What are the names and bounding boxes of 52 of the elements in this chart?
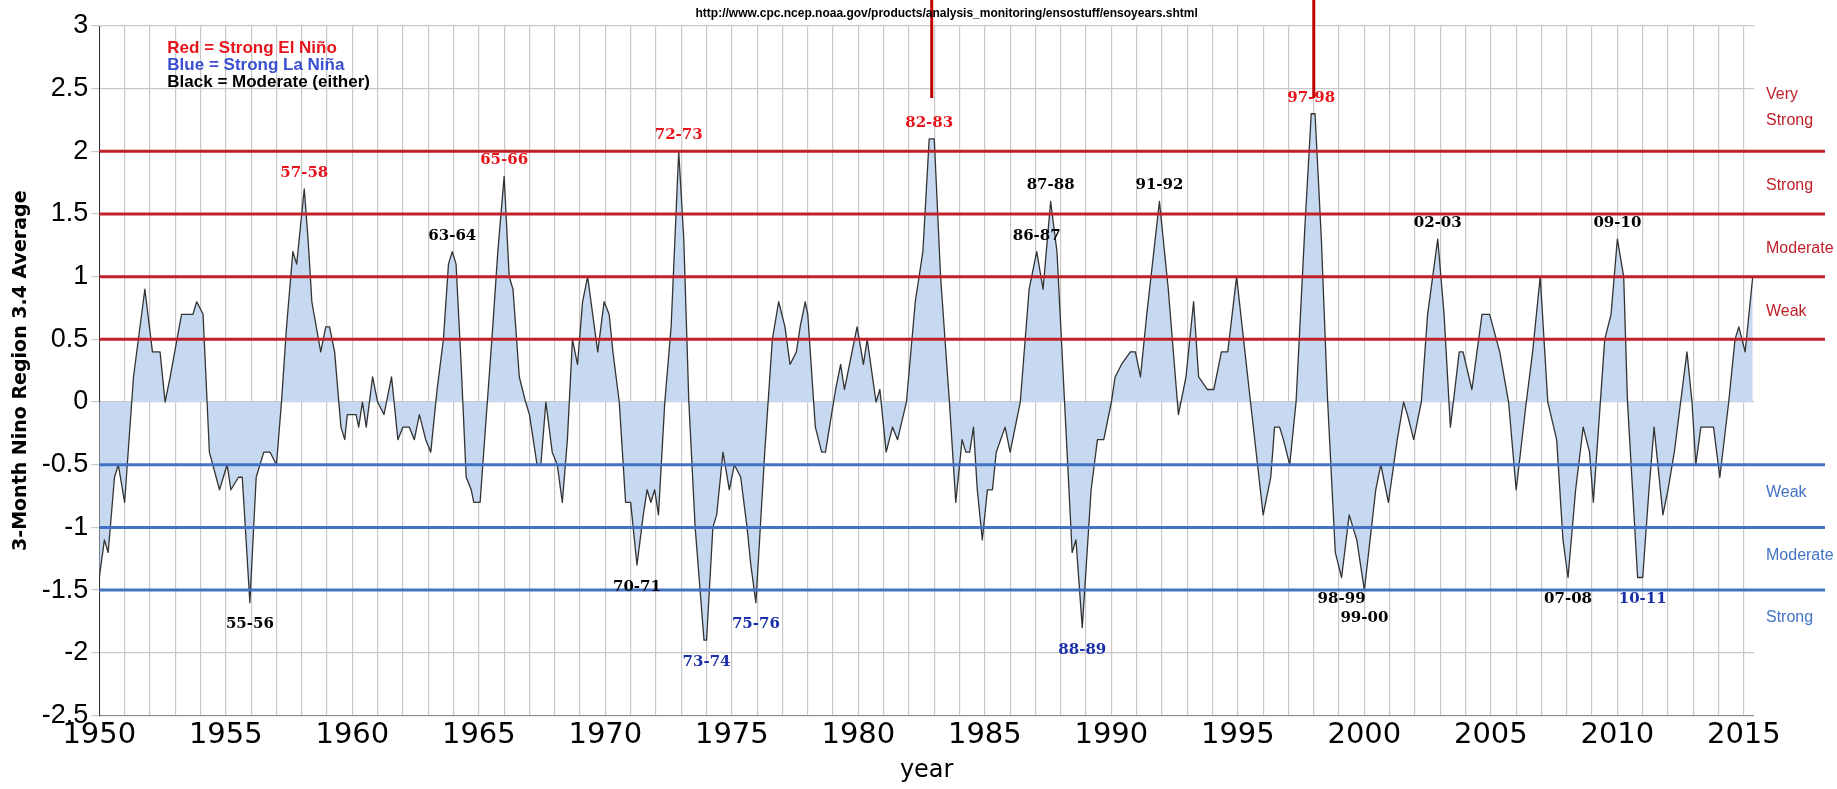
y-tick-label: 0.5 (50, 322, 89, 353)
annotation: 55-56 (225, 614, 274, 633)
ref-line-label: Very Strong (1766, 84, 1814, 128)
y-tick-label: 0 (73, 385, 89, 416)
ref-line-label: Strong (1766, 176, 1814, 194)
annotation: 07-08 (1544, 589, 1593, 608)
x-tick-label: 1975 (694, 716, 769, 751)
x-tick-label: 2015 (1706, 716, 1781, 751)
annotation: Red = Strong El Niño (167, 37, 337, 57)
x-tick-label: 1995 (1200, 716, 1275, 751)
x-tick-label: 1990 (1074, 716, 1149, 751)
x-tick-label: 1985 (947, 716, 1022, 751)
ref-line-label: Moderate (1766, 545, 1834, 563)
annotation: 98-99 (1317, 589, 1366, 608)
x-tick-label: 1960 (315, 716, 390, 751)
y-tick-label: -1.5 (41, 573, 89, 604)
y-tick-label: -0.5 (41, 448, 89, 479)
x-tick-label: 2010 (1580, 716, 1655, 751)
y-tick-label: 1 (73, 260, 89, 291)
x-tick-label: 2005 (1453, 716, 1528, 751)
annotation: 87-88 (1026, 175, 1075, 194)
annotation: 88-89 (1058, 639, 1107, 658)
annotation: 73-74 (682, 652, 731, 671)
annotation: 99-00 (1340, 607, 1389, 626)
y-axis-title: 3-Month Nino Region 3.4 Average (8, 190, 31, 551)
y-tick-label: 2.5 (50, 72, 89, 103)
x-axis-title: year (899, 754, 954, 783)
y-tick-label: 2 (73, 134, 89, 165)
annotation: 82-83 (905, 112, 954, 131)
x-tick-label: 1965 (441, 716, 516, 751)
annotation: 75-76 (731, 614, 780, 633)
annotation: 09-10 (1593, 212, 1642, 231)
annotation: 72-73 (654, 125, 703, 144)
y-tick-label: -1 (64, 510, 89, 541)
ref-line-label: Weak (1766, 483, 1808, 501)
annotation: 02-03 (1413, 212, 1462, 231)
annotation: 10-11 (1618, 589, 1667, 608)
ref-line-label: Strong (1766, 608, 1814, 626)
y-tick-label: -2 (64, 636, 89, 667)
y-tick-label: 3 (73, 9, 89, 40)
annotation: 97-98 (1287, 87, 1336, 106)
x-tick-label: 2000 (1327, 716, 1402, 751)
annotation: 57-58 (280, 162, 329, 181)
ref-line-label: Weak (1766, 301, 1808, 319)
x-tick-label: 1970 (568, 716, 643, 751)
x-tick-label: 1980 (821, 716, 896, 751)
annotation: 63-64 (428, 225, 477, 244)
annotation: 91-92 (1135, 175, 1184, 194)
y-tick-label: 1.5 (50, 197, 89, 228)
x-tick-label: 1955 (188, 716, 263, 751)
ref-line-label: Moderate (1766, 239, 1834, 257)
annotation: 65-66 (480, 150, 529, 169)
